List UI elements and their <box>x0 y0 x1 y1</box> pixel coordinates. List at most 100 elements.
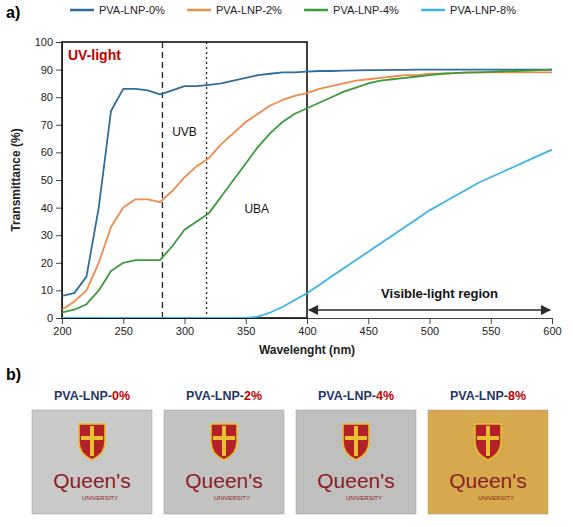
y-tick-mark <box>56 263 62 264</box>
y-tick-mark <box>56 208 62 209</box>
region-arrow <box>309 309 550 311</box>
sample-photo <box>296 410 416 514</box>
emblem <box>79 424 105 460</box>
legend-item: PVA-LNP-2% <box>187 4 282 16</box>
series-line <box>62 150 552 318</box>
x-tick-label: 350 <box>237 325 255 337</box>
y-tick-label: 70 <box>41 119 53 131</box>
y-tick-label: 0 <box>47 312 53 324</box>
x-tick-mark <box>491 318 492 324</box>
y-tick-label: 10 <box>41 284 53 296</box>
y-axis: 0 10 20 30 40 50 60 70 80 90 100 <box>35 36 63 324</box>
y-tick-mark <box>56 97 62 98</box>
y-axis-title: Transmittance (%) <box>9 128 23 231</box>
figure: a)PVA-LNP-0%PVA-LNP-2%PVA-LNP-4%PVA-LNP-… <box>0 0 573 527</box>
y-tick: 20 <box>41 257 62 269</box>
x-tick-mark <box>430 318 431 324</box>
x-tick-label: 300 <box>176 325 194 337</box>
emblem-subtext: UNIVERSITY <box>82 495 118 501</box>
emblem-text: Queen's <box>53 469 131 492</box>
legend-swatch <box>421 9 445 12</box>
x-tick-mark <box>62 318 63 324</box>
x-tick-mark <box>246 318 247 324</box>
x-tick: 500 <box>421 318 439 337</box>
y-tick-mark <box>56 318 62 319</box>
legend-item: PVA-LNP-4% <box>304 4 399 16</box>
y-tick-mark <box>56 42 62 43</box>
image-label: PVA-LNP-2% <box>186 389 262 403</box>
image-label: PVA-LNP-0% <box>54 389 130 403</box>
x-tick-mark <box>123 318 124 324</box>
legend-swatch <box>187 9 211 12</box>
image-label: PVA-LNP-4% <box>318 389 394 403</box>
x-tick-label: 250 <box>115 325 133 337</box>
x-tick-label: 450 <box>360 325 378 337</box>
y-tick-label: 30 <box>41 229 53 241</box>
x-tick-label: 550 <box>482 325 500 337</box>
y-tick: 40 <box>41 202 62 214</box>
emblem-band <box>213 436 235 440</box>
x-tick: 550 <box>482 318 500 337</box>
emblem-band <box>345 436 367 440</box>
legend-swatch <box>304 9 328 12</box>
region-label: UV-light <box>68 47 121 63</box>
regions: UV-light UVB UBA Visible-light region <box>62 42 550 318</box>
legend: PVA-LNP-0% PVA-LNP-2% PVA-LNP-4% PVA-LNP-8% <box>70 4 516 16</box>
figure-svg: a)PVA-LNP-0%PVA-LNP-2%PVA-LNP-4%PVA-LNP-… <box>0 0 573 527</box>
region-label: UBA <box>244 202 269 216</box>
x-tick: 600 <box>543 318 561 337</box>
emblem-band <box>477 436 499 440</box>
y-tick-label: 50 <box>41 174 53 186</box>
emblem-text: Queen's <box>185 469 263 492</box>
y-tick-mark <box>56 290 62 291</box>
emblem-band <box>354 426 358 456</box>
panel-letter: a) <box>6 4 20 21</box>
y-tick: 10 <box>41 284 62 296</box>
region-label: UVB <box>172 125 197 139</box>
x-tick: 300 <box>176 318 194 337</box>
y-tick-mark <box>56 235 62 236</box>
y-tick-label: 60 <box>41 146 53 158</box>
emblem-subtext: UNIVERSITY <box>346 495 382 501</box>
emblem-band <box>81 436 103 440</box>
sample-photo <box>164 410 284 514</box>
x-tick: 450 <box>360 318 378 337</box>
y-tick-mark <box>56 70 62 71</box>
y-tick-label: 80 <box>41 91 53 103</box>
y-tick-label: 20 <box>41 257 53 269</box>
x-tick-label: 500 <box>421 325 439 337</box>
emblem-text: Queen's <box>449 469 527 492</box>
emblem-text: Queen's <box>317 469 395 492</box>
y-tick-mark <box>56 125 62 126</box>
y-tick-label: 90 <box>41 64 53 76</box>
legend-item: PVA-LNP-0% <box>70 4 165 16</box>
legend-label: PVA-LNP-8% <box>450 4 516 16</box>
x-tick: 250 <box>115 318 133 337</box>
x-tick: 200 <box>53 318 71 337</box>
region-boundary <box>162 42 163 318</box>
region-label: Visible-light region <box>381 286 498 301</box>
legend-label: PVA-LNP-2% <box>216 4 282 16</box>
region-boundary <box>206 42 207 318</box>
y-tick: 80 <box>41 91 62 103</box>
sample-photo <box>428 410 548 514</box>
y-tick: 50 <box>41 174 62 186</box>
series-line <box>62 70 552 313</box>
y-tick-label: 100 <box>35 36 53 48</box>
x-tick-label: 600 <box>543 325 561 337</box>
emblem-band <box>486 426 490 456</box>
panel-b: b)PVA-LNP-0%Queen'sUNIVERSITYPVA-LNP-2%Q… <box>6 366 548 514</box>
emblem-subtext: UNIVERSITY <box>478 495 514 501</box>
y-tick-mark <box>56 180 62 181</box>
y-tick: 0 <box>47 312 62 324</box>
emblem <box>211 424 237 460</box>
sample-photo <box>32 410 152 514</box>
x-tick-label: 400 <box>298 325 316 337</box>
legend-swatch <box>70 9 94 12</box>
legend-item: PVA-LNP-8% <box>421 4 516 16</box>
y-tick-mark <box>56 152 62 153</box>
x-tick: 400 <box>298 318 316 337</box>
y-tick: 30 <box>41 229 62 241</box>
plot-area <box>62 70 552 318</box>
x-axis: 200 250 300 350 400 450 500 550 600 <box>53 318 561 337</box>
